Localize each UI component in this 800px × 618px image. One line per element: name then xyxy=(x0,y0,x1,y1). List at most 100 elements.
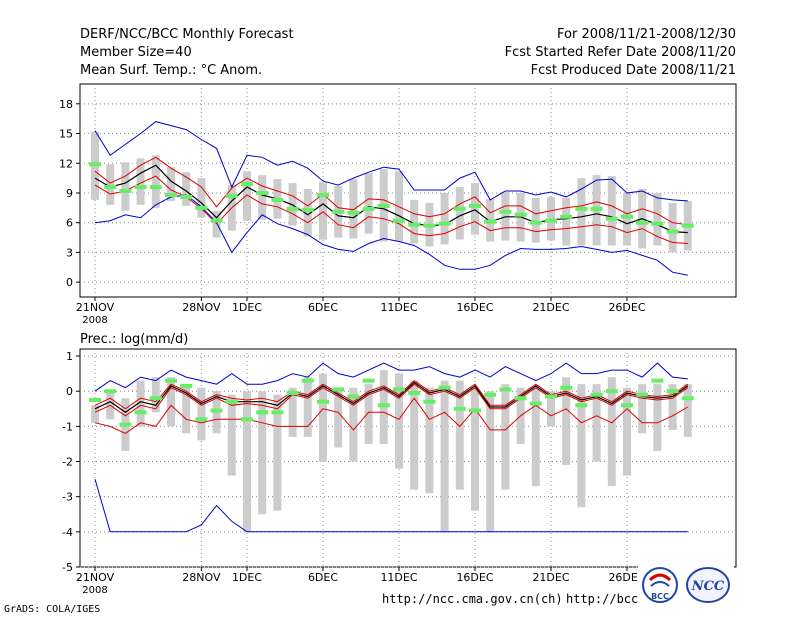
p2-green-marker xyxy=(393,387,405,392)
p1-upper-envelope-line xyxy=(94,121,688,202)
p2-spread-box xyxy=(486,391,495,532)
p2-green-marker xyxy=(89,397,101,402)
p2-green-marker xyxy=(286,390,299,395)
p1-spread-box xyxy=(303,189,312,237)
p1-green-marker xyxy=(362,206,375,211)
p1-xtick-label: 6DEC xyxy=(308,301,338,314)
p1-green-marker xyxy=(469,203,481,208)
p1-ytick-label: 3 xyxy=(66,246,73,259)
ncc-logo-text: NCC xyxy=(691,579,725,594)
start-date: Fcst Started Refer Date 2008/11/20 xyxy=(504,45,736,60)
p2-green-marker xyxy=(134,410,147,415)
p2-spread-box xyxy=(258,391,267,515)
p2-green-marker xyxy=(484,392,497,397)
p2-xtick-label: 11DEC xyxy=(380,571,417,584)
p1-green-marker xyxy=(575,206,588,211)
p1-green-marker xyxy=(545,218,557,223)
p2-xtick-label: 28NOV xyxy=(182,571,221,584)
p1-spread-box xyxy=(577,178,586,246)
p2-frame xyxy=(79,348,737,568)
ncc-url[interactable]: http://ncc.cma.gov.cn(ch) xyxy=(382,592,563,606)
p1-green-marker xyxy=(605,216,618,221)
p2-green-marker xyxy=(165,378,177,383)
p1-green-marker xyxy=(347,210,360,215)
p2-ytick-label: -3 xyxy=(62,491,73,504)
p2-spread-box xyxy=(319,373,327,462)
p2-spread-box xyxy=(167,377,175,427)
p2-green-marker xyxy=(119,422,132,427)
p1-spread-box xyxy=(258,175,267,220)
p1-spread-box xyxy=(440,192,449,245)
p1-xtick-label: 28NOV xyxy=(182,301,221,314)
p1-green-marker xyxy=(286,206,299,211)
p1-spread-low-line xyxy=(94,175,688,244)
p2-spread-box xyxy=(243,391,251,532)
p2-green-marker xyxy=(362,378,375,383)
p2-spread-box xyxy=(303,377,312,437)
p1-green-marker xyxy=(514,212,527,217)
p1-ytick-label: 9 xyxy=(66,187,73,200)
p1-green-marker xyxy=(195,205,208,210)
p1-green-marker xyxy=(484,219,497,224)
p2-spread-box xyxy=(425,387,434,494)
p2-green-marker xyxy=(545,394,557,399)
p2-spread-box xyxy=(440,380,449,532)
p2-green-marker xyxy=(225,399,238,404)
p2-green-marker xyxy=(256,410,269,415)
p2-spread-box xyxy=(455,380,464,490)
p2-green-marker xyxy=(499,387,512,392)
p2-lower-envelope-line xyxy=(94,478,688,533)
p2-green-marker xyxy=(408,390,421,395)
p2-green-marker xyxy=(301,378,314,383)
p1-lower-envelope-line xyxy=(94,194,688,276)
p2-green-marker xyxy=(104,389,117,394)
p2-spread-box xyxy=(638,384,647,434)
bcc-logo-icon: BCC NCC xyxy=(642,567,730,603)
p2-spread-box xyxy=(623,387,631,476)
p2-xtick-label: 21DEC xyxy=(532,571,569,584)
p1-spread-box xyxy=(607,176,616,246)
p2-min-line xyxy=(94,397,689,434)
p1-green-marker xyxy=(210,218,223,223)
p2-green-marker xyxy=(241,417,253,422)
p2-green-marker xyxy=(423,399,436,404)
p2-green-marker xyxy=(621,403,633,408)
p1-xtick-label: 21NOV xyxy=(76,301,115,314)
grads-credit: GrADS: COLA/IGES xyxy=(4,604,101,615)
p2-spread-box xyxy=(227,394,236,476)
p1-green-marker xyxy=(636,220,649,225)
p2-spread-box xyxy=(288,387,297,437)
p2-ytick-label: -5 xyxy=(62,561,73,574)
p2-spread-high-line xyxy=(94,379,689,410)
p1-spread-box xyxy=(562,197,571,246)
p1-green-marker xyxy=(453,206,466,211)
p1-spread-box xyxy=(623,192,631,246)
bcc-url[interactable]: http://bcc.c xyxy=(566,592,653,606)
p2-green-marker xyxy=(453,406,466,411)
p2-green-marker xyxy=(332,387,345,392)
p1-xtick-label: 26DEC xyxy=(608,301,645,314)
p1-green-marker xyxy=(271,197,284,202)
p2-upper-envelope-line xyxy=(94,362,688,392)
p1-spread-box xyxy=(243,171,251,221)
p1-spread-box xyxy=(455,187,464,240)
p2-spread-box xyxy=(592,384,601,462)
p2-green-marker xyxy=(180,383,193,388)
produced-date: Fcst Produced Date 2008/11/21 xyxy=(530,63,736,78)
p2-green-marker xyxy=(149,396,162,401)
p2-spread-box xyxy=(668,384,677,430)
p2-spread-box xyxy=(410,380,419,490)
p1-green-marker xyxy=(332,209,345,214)
p1-spread-box xyxy=(319,182,327,240)
p1-green-marker xyxy=(560,214,573,219)
p2-green-marker xyxy=(605,389,618,394)
p2-xtick-label: 16DEC xyxy=(456,571,493,584)
p2-title: Prec.: log(mm/d) xyxy=(80,332,188,347)
p2-green-marker xyxy=(347,394,360,399)
p1-spread-box xyxy=(121,162,130,211)
p1-year-label: 2008 xyxy=(82,315,107,326)
variable-label: Mean Surf. Temp.: °C Anom. xyxy=(80,63,263,78)
p2-spread-box xyxy=(349,387,358,462)
p2-xtick-label: 21NOV xyxy=(76,571,115,584)
p1-ytick-label: 12 xyxy=(59,157,73,170)
